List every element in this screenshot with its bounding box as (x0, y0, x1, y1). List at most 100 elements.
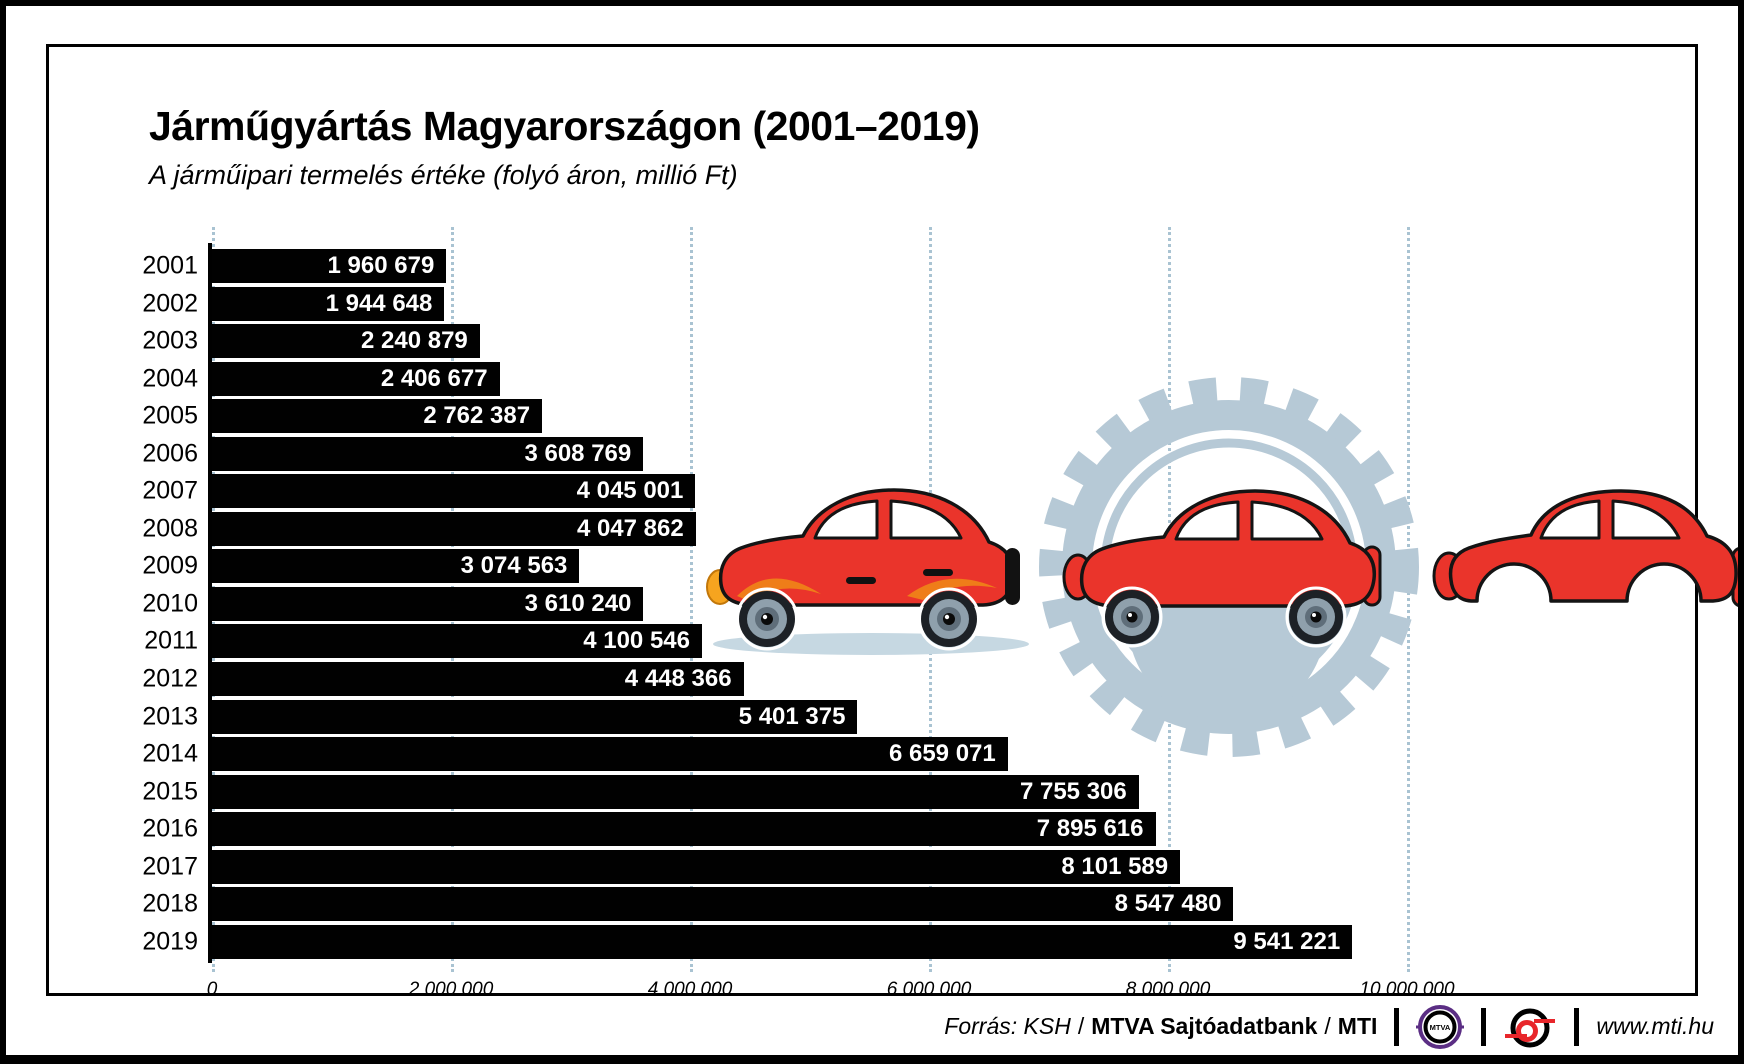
year-label: 2003 (142, 326, 198, 355)
bar: 4 047 862 (212, 511, 696, 546)
bar-row: 2002 1 944 648 (142, 286, 1407, 321)
bar-row: 2013 5 401 375 (142, 699, 1407, 734)
year-label: 2004 (142, 364, 198, 393)
y-axis-line (208, 243, 212, 963)
bar-row: 2011 4 100 546 (144, 624, 1407, 659)
mti-logo (1505, 1008, 1556, 1047)
bar-value-label: 7 895 616 (1036, 815, 1144, 843)
source-italic: Forrás: KSH (944, 1013, 1071, 1039)
bar-value-label: 8 101 589 (1061, 852, 1169, 880)
bar: 3 610 240 (212, 586, 644, 621)
bar-value-label: 2 762 387 (423, 402, 531, 430)
page-title: Járműgyártás Magyarországon (2001–2019) (149, 103, 980, 149)
source-text: Forrás: KSH / MTVA Sajtóadatbank / MTI (944, 1013, 1377, 1040)
red-car-icon (706, 488, 1029, 655)
bar-value-label: 1 960 679 (327, 252, 435, 279)
bar-value-label: 4 045 001 (576, 477, 684, 505)
bar-value-label: 2 240 879 (361, 327, 468, 355)
source-bold: MTVA Sajtóadatbank (1091, 1013, 1318, 1039)
credits-bar: Forrás: KSH / MTVA Sajtóadatbank / MTI MTVA … (0, 997, 1744, 1056)
year-label: 2011 (144, 626, 198, 655)
bar-row: 2015 7 755 306 (142, 774, 1407, 809)
bar-row: 2019 9 541 221 (142, 924, 1407, 959)
year-label: 2019 (142, 927, 198, 956)
year-label: 2008 (142, 514, 198, 543)
x-tick-label: 8 000 000 (1125, 979, 1211, 1000)
x-gridline (690, 227, 693, 972)
bar-value-label: 3 608 769 (524, 439, 632, 467)
bar: 1 944 648 (212, 286, 445, 321)
bar: 2 240 879 (212, 324, 480, 359)
mtva-logo: MTVA (1416, 1004, 1465, 1049)
bar-row: 2016 7 895 616 (142, 812, 1407, 847)
separator-bar (1574, 1007, 1580, 1046)
bar: 4 448 366 (212, 662, 744, 697)
bar-row: 2018 8 547 480 (142, 887, 1407, 922)
chart-panel: Járműgyártás Magyarországon (2001–2019) … (46, 44, 1744, 1000)
separator-bar (1394, 1007, 1400, 1046)
bar-row: 2005 2 762 387 (142, 399, 1407, 434)
bar: 1 960 679 (212, 249, 447, 283)
bar-row: 2004 2 406 677 (142, 361, 1407, 396)
year-label: 2009 (142, 551, 198, 580)
bar: 4 100 546 (212, 624, 702, 659)
red-car-on-gear-icon (1062, 489, 1382, 648)
bar-rows: 2001 1 960 679 2002 1 944 648 2003 2 240 879 2… (142, 249, 1407, 962)
x-tick-label: 4 000 000 (647, 979, 733, 1000)
year-label: 2013 (142, 702, 198, 731)
bar-value-label: 9 541 221 (1233, 927, 1341, 955)
slash: / (1324, 1013, 1331, 1039)
bar-row: 2003 2 240 879 (142, 324, 1407, 359)
bar-row: 2007 4 045 001 (142, 474, 1407, 509)
year-label: 2005 (142, 401, 198, 430)
bar-row: 2001 1 960 679 (142, 249, 1407, 283)
x-tick-label: 10 000 000 (1359, 979, 1455, 1000)
year-label: 2006 (142, 439, 198, 468)
year-label: 2012 (142, 664, 198, 693)
bar: 4 045 001 (212, 474, 696, 509)
bar: 2 762 387 (212, 399, 543, 434)
bar-value-label: 5 401 375 (738, 702, 846, 730)
bar: 5 401 375 (212, 699, 858, 734)
bar: 3 074 563 (212, 549, 580, 584)
bar: 6 659 071 (212, 737, 1008, 772)
cars-and-gear-illustration (706, 377, 1744, 757)
x-tick-label: 2 000 000 (408, 979, 494, 1000)
bar-row: 2009 3 074 563 (142, 549, 1407, 584)
bar-value-label: 4 100 546 (583, 627, 690, 655)
website-text: www.mti.hu (1596, 1013, 1714, 1039)
bar: 8 101 589 (212, 849, 1181, 884)
bar-row: 2012 4 448 366 (142, 662, 1407, 697)
source-bold-2: MTI (1337, 1013, 1378, 1039)
bar-row: 2017 8 101 589 (142, 849, 1407, 884)
bar-value-label: 3 610 240 (524, 589, 632, 617)
bar-chart: 2001 1 960 679 2002 1 944 648 2003 2 240 879 2… (142, 227, 1455, 1000)
bar-row: 2014 6 659 071 (142, 737, 1407, 772)
x-tick-label: 6 000 000 (886, 979, 972, 1000)
bar-value-label: 8 547 480 (1114, 890, 1222, 918)
bar: 7 755 306 (212, 774, 1139, 809)
year-label: 2015 (142, 777, 198, 806)
slash: / (1077, 1013, 1085, 1039)
page-subtitle: A járműipari termelés értéke (folyó áron… (149, 160, 738, 190)
bar-row: 2006 3 608 769 (142, 436, 1407, 471)
year-label: 2018 (142, 889, 198, 918)
car-silhouette-icon (1432, 489, 1744, 608)
separator-bar (1481, 1007, 1487, 1046)
bar-value-label: 3 074 563 (460, 552, 568, 580)
year-label: 2010 (142, 589, 198, 618)
year-label: 2014 (142, 739, 198, 768)
bar-value-label: 1 944 648 (325, 289, 433, 317)
bar: 8 547 480 (212, 887, 1234, 922)
bar: 7 895 616 (212, 812, 1156, 847)
bar-value-label: 2 406 677 (380, 364, 488, 392)
x-tick-label: 0 (206, 979, 218, 1000)
x-gridline (1407, 227, 1410, 972)
bar-value-label: 4 047 862 (576, 514, 684, 542)
bar-row: 2008 4 047 862 (142, 511, 1407, 546)
year-label: 2002 (142, 289, 198, 318)
year-label: 2001 (142, 251, 198, 280)
year-label: 2016 (142, 814, 198, 843)
bar-value-label: 6 659 071 (888, 740, 996, 768)
